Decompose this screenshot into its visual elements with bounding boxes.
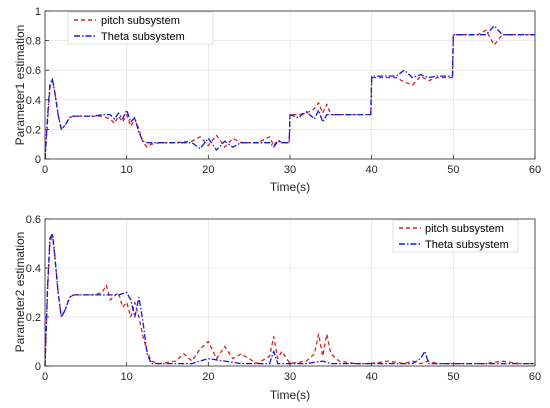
y-tick-label: 0.2 — [26, 312, 41, 324]
legend-label-pitch: pitch subsystem — [425, 223, 504, 235]
legend-label-theta: Theta subsystem — [425, 239, 509, 251]
legend-box — [67, 11, 214, 45]
y-tick-label: 0.4 — [26, 95, 41, 107]
x-tick-label: 60 — [529, 371, 541, 383]
legend-box — [392, 219, 519, 253]
y-tick-label: 1 — [35, 6, 41, 18]
y-tick-labels: 0 0.2 0.4 0.6 — [26, 214, 41, 373]
x-tick-label: 40 — [366, 164, 378, 176]
series-lines — [44, 233, 535, 367]
legend: pitch subsystem Theta subsystem — [67, 11, 214, 45]
x-tick-label: 40 — [366, 371, 378, 383]
y-axis-label: Parameter2 estimation — [13, 232, 27, 353]
legend-label-pitch: pitch subsystem — [101, 15, 180, 27]
y-axis-label: Parameter1 estimation — [13, 25, 27, 146]
x-tick-label: 30 — [284, 371, 296, 383]
series-lines — [44, 25, 535, 160]
legend: pitch subsystem Theta subsystem — [392, 219, 519, 253]
x-tick-labels: 0 10 20 30 40 50 60 — [42, 164, 541, 176]
x-tick-label: 20 — [202, 371, 214, 383]
x-axis-label: Time(s) — [270, 180, 310, 194]
series-line-theta — [44, 25, 535, 160]
x-tick-label: 0 — [42, 164, 48, 176]
x-tick-label: 0 — [42, 371, 48, 383]
x-tick-label: 60 — [529, 164, 541, 176]
y-tick-labels: 0 0.2 0.4 0.6 0.8 1 — [26, 6, 41, 166]
chart-parameter1: 0 10 20 30 40 50 60 0 0.2 0.4 0.6 0.8 1 Time(s) Par… — [13, 6, 541, 194]
y-tick-label: 0.6 — [26, 214, 41, 226]
series-line-theta — [44, 233, 535, 367]
y-tick-label: 0.6 — [26, 65, 41, 77]
x-tick-label: 50 — [447, 371, 459, 383]
y-tick-label: 0.2 — [26, 124, 41, 136]
y-tick-label: 0 — [35, 154, 41, 166]
y-tick-label: 0.8 — [26, 36, 41, 48]
x-tick-label: 50 — [447, 164, 459, 176]
x-tick-label: 30 — [284, 164, 296, 176]
y-tick-label: 0 — [35, 361, 41, 373]
x-axis-label: Time(s) — [270, 388, 310, 402]
y-tick-label: 0.4 — [26, 263, 41, 275]
legend-label-theta: Theta subsystem — [101, 31, 185, 43]
chart-parameter2: 0 10 20 30 40 50 60 0 0.2 0.4 0.6 Time(s) Paramet… — [13, 214, 541, 402]
x-tick-label: 20 — [202, 164, 214, 176]
x-tick-label: 10 — [121, 371, 133, 383]
x-tick-labels: 0 10 20 30 40 50 60 — [42, 371, 541, 383]
x-tick-label: 10 — [121, 164, 133, 176]
